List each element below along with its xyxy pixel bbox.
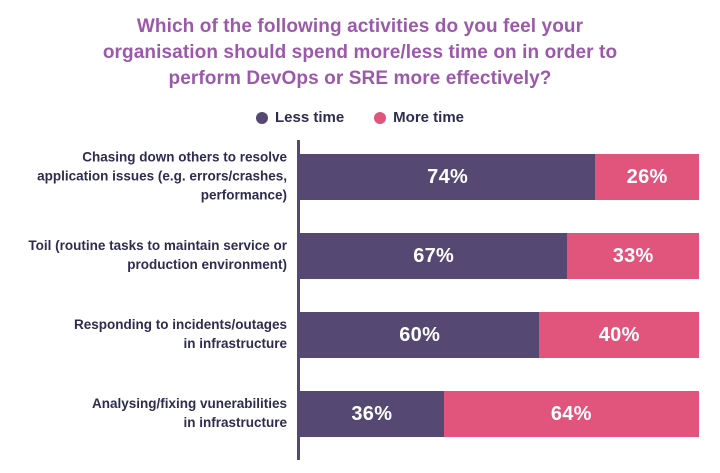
bar-row: Responding to incidents/outages in infra… bbox=[74, 312, 699, 359]
bar-value-label: 74% bbox=[427, 165, 469, 188]
bar-value-label: 36% bbox=[351, 402, 393, 425]
legend-item-label: More time bbox=[393, 109, 465, 127]
category-label: Responding to incidents/outages in infra… bbox=[73, 317, 287, 352]
bar-segment-less-time: 67% bbox=[300, 233, 568, 280]
bar-value-label: 40% bbox=[598, 323, 640, 346]
legend-dot-icon bbox=[374, 111, 387, 124]
stacked-bar: 36% 64% bbox=[300, 391, 699, 438]
bar-value-label: 67% bbox=[413, 244, 455, 267]
category-label: Chasing down others to resolve applicati… bbox=[37, 150, 287, 203]
category-label: Toil (routine tasks to maintain service … bbox=[28, 238, 287, 273]
chart-title: Which of the following activities do you… bbox=[102, 16, 618, 89]
stacked-bar: 67% 33% bbox=[300, 233, 699, 280]
bar-segment-less-time: 74% bbox=[300, 154, 596, 201]
bar-segment-more-time: 33% bbox=[567, 233, 699, 280]
bar-value-label: 33% bbox=[612, 244, 654, 267]
chart-page: Which of the following activities do you… bbox=[0, 14, 720, 473]
bar-value-label: 60% bbox=[399, 323, 441, 346]
bar-segment-more-time: 40% bbox=[539, 312, 699, 359]
chart-plot-area: Chasing down others to resolve applicati… bbox=[28, 140, 699, 461]
bar-segment-more-time: 26% bbox=[595, 154, 699, 201]
bar-row: Chasing down others to resolve applicati… bbox=[37, 150, 699, 203]
bar-segment-less-time: 60% bbox=[300, 312, 540, 359]
bar-segment-more-time: 64% bbox=[443, 391, 699, 438]
legend-item-more-time: More time bbox=[374, 109, 464, 126]
category-label: Analysing/fixing vunerabilities in infra… bbox=[91, 396, 287, 431]
legend-item-less-time: Less time bbox=[255, 109, 345, 127]
bar-value-label: 64% bbox=[550, 402, 592, 425]
legend-dot-icon bbox=[255, 111, 268, 124]
bar-row: Toil (routine tasks to maintain service … bbox=[28, 233, 699, 280]
legend-item-label: Less time bbox=[274, 109, 345, 127]
bar-segment-less-time: 36% bbox=[300, 391, 444, 438]
stacked-bar: 74% 26% bbox=[300, 154, 699, 201]
bar-value-label: 26% bbox=[626, 165, 668, 188]
stacked-bar: 60% 40% bbox=[300, 312, 699, 359]
bar-row: Analysing/fixing vunerabilities in infra… bbox=[92, 391, 699, 438]
legend: Less time More time bbox=[0, 109, 720, 126]
